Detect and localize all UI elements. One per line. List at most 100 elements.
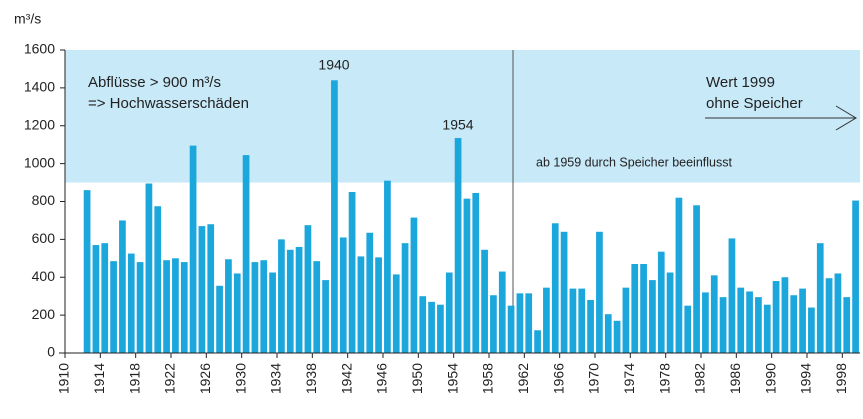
y-tick-label: 1200: [24, 116, 55, 132]
x-tick-label: 1910: [56, 363, 72, 394]
x-tick-label: 1970: [586, 363, 602, 394]
x-tick-label: 1978: [656, 363, 672, 394]
bar: [604, 314, 612, 353]
bar: [622, 287, 630, 353]
bar: [693, 205, 700, 353]
bar: [180, 262, 188, 353]
bar: [613, 320, 621, 353]
y-tick-label: 800: [32, 192, 56, 208]
bar: [401, 243, 409, 353]
bar: [304, 225, 312, 353]
bar: [702, 292, 709, 353]
x-tick-label: 1974: [621, 363, 637, 394]
bar: [83, 190, 91, 353]
bar: [560, 231, 568, 353]
bar: [719, 297, 727, 353]
bar: [357, 256, 365, 353]
bar: [755, 297, 762, 353]
bar: [454, 138, 462, 353]
bar: [551, 223, 559, 353]
bar: [428, 301, 435, 353]
bar: [410, 217, 418, 353]
bar: [127, 253, 135, 353]
bar: [322, 280, 329, 353]
bar: [189, 145, 197, 353]
bar: [154, 206, 162, 353]
bar: [710, 275, 718, 353]
bar: [233, 273, 241, 353]
y-tick-label: 0: [47, 344, 55, 360]
bar: [525, 293, 533, 353]
y-tick-label: 1400: [24, 79, 55, 95]
bar: [516, 293, 524, 353]
bar: [92, 245, 100, 353]
bar: [781, 277, 789, 353]
annotation: 1940: [318, 57, 349, 73]
bar: [278, 239, 285, 353]
bar: [799, 288, 806, 353]
annotation: 1954: [442, 117, 473, 133]
plot-area: 0 200 400 600 800 1000 1200 1400 1600 1910 1914 191…: [24, 41, 860, 394]
bar: [666, 272, 674, 353]
x-tick-label: 1994: [798, 363, 814, 394]
bar: [269, 272, 276, 353]
arrow-head: [835, 105, 857, 131]
bar: [145, 183, 153, 353]
bar: [463, 198, 471, 353]
bar: [295, 246, 303, 353]
x-tick-label: 1982: [692, 363, 708, 394]
y-tick-label: 200: [32, 306, 56, 322]
x-tick-label: 1990: [762, 363, 778, 394]
bar: [384, 180, 391, 353]
bar: [472, 192, 480, 353]
bar: [490, 295, 497, 353]
x-tick-label: 1930: [232, 363, 248, 394]
bar: [737, 287, 745, 353]
bar: [631, 263, 639, 353]
bar: [119, 220, 126, 353]
bar: [816, 243, 824, 353]
y-unit: m³/s: [14, 11, 41, 27]
bar: [437, 304, 444, 353]
bar: [260, 260, 268, 353]
bar: [339, 237, 347, 353]
x-tick-label: 1918: [126, 363, 142, 394]
bar: [313, 261, 321, 353]
bar: [834, 273, 842, 353]
bar: [348, 192, 356, 353]
bar: [225, 259, 232, 353]
annotation: => Hochwasserschäden: [88, 95, 249, 112]
bar: [163, 260, 170, 353]
bar: [843, 297, 851, 353]
y-tick-label: 400: [32, 268, 56, 284]
x-tick-label: 1986: [727, 363, 743, 394]
x-tick-label: 1950: [409, 363, 425, 394]
x-tick-label: 1934: [268, 363, 284, 394]
annotation: Abflüsse > 900 m³/s: [88, 74, 221, 91]
bar: [251, 262, 259, 353]
bar: [507, 305, 515, 353]
annotation: ohne Speicher: [706, 95, 803, 112]
x-tick-label: 1946: [374, 363, 390, 394]
x-tick-label: 1914: [91, 363, 107, 394]
bar: [852, 200, 859, 353]
bar: [790, 295, 798, 353]
x-tick-label: 1966: [550, 363, 566, 394]
x-tick-label: 1958: [480, 363, 496, 394]
bar: [445, 272, 453, 353]
bar: [136, 262, 144, 353]
bar: [392, 274, 400, 353]
annotation: ab 1959 durch Speicher beeinflusst: [536, 155, 732, 169]
bar: [110, 261, 117, 353]
bar: [534, 330, 541, 353]
bar: [375, 257, 382, 353]
bar: [772, 281, 780, 353]
bar: [746, 291, 753, 353]
y-tick-label: 1600: [24, 41, 55, 57]
bar: [596, 231, 603, 353]
bar: [242, 155, 250, 353]
bar: [578, 288, 586, 353]
bar: [172, 258, 179, 353]
bar: [825, 278, 833, 353]
